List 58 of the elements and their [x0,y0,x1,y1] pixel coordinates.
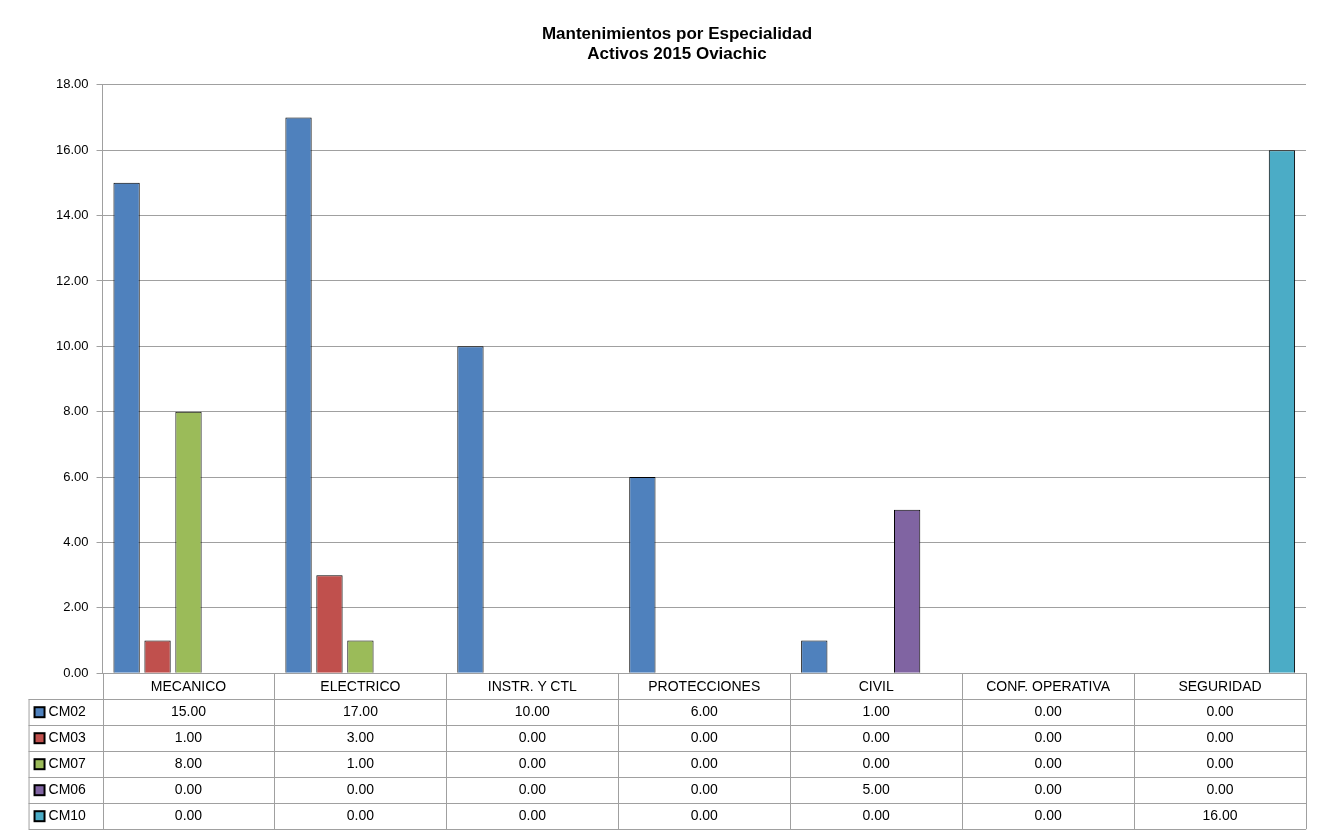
data-label: 0.00 [1034,703,1062,720]
data-label: 0.00 [518,729,547,746]
data-label: 0.00 [1034,755,1062,772]
data-label: 17.00 [342,703,379,720]
legend-label: CM06 [48,781,87,798]
y-tick-label: 12.00 [55,272,89,288]
data-label: 0.00 [346,781,375,798]
data-label: 0.00 [1206,729,1234,746]
x-tick-label: CIVIL [858,678,894,695]
data-label: 0.00 [1206,781,1234,798]
data-label: 3.00 [346,729,375,746]
data-label: 0.00 [174,807,203,824]
data-label: 1.00 [346,755,375,772]
chart-title: Mantenimientos por Especialidad Activos 2015 Oviachic [541,23,813,64]
x-tick-label: MECANICO [150,678,227,695]
y-tick-label: 10.00 [55,337,89,353]
legend-label: CM10 [48,807,87,824]
data-label: 10.00 [514,703,551,720]
x-tick-label: INSTR. Y CTL [487,678,578,695]
data-label: 0.00 [862,729,891,746]
data-label: 0.00 [1034,729,1062,746]
y-tick-label: 2.00 [63,599,89,615]
legend-label: CM03 [48,729,87,746]
data-label: 0.00 [518,781,547,798]
x-tick-label: CONF. OPERATIVA [986,678,1111,695]
data-label: 0.00 [346,807,375,824]
data-label: 0.00 [690,807,719,824]
data-label: 0.00 [862,807,891,824]
y-tick-label: 6.00 [63,468,89,484]
x-tick-label: PROTECCIONES [648,678,761,695]
y-tick-label: 8.00 [63,403,89,419]
y-tick-label: 14.00 [55,207,89,223]
data-label: 0.00 [1206,755,1234,772]
data-label: 0.00 [690,781,719,798]
y-tick-label: 0.00 [63,664,89,680]
data-label: 0.00 [174,781,203,798]
legend-label: CM07 [48,755,87,772]
y-tick-label: 18.00 [55,76,89,92]
data-label: 15.00 [170,703,207,720]
data-label: 8.00 [174,755,203,772]
y-tick-label: 16.00 [55,141,89,157]
data-label: 1.00 [862,703,891,720]
legend-label: CM02 [48,703,87,720]
data-label: 6.00 [690,703,719,720]
data-label: 0.00 [518,755,547,772]
data-label: 0.00 [1034,781,1062,798]
data-label: 16.00 [1202,807,1238,824]
x-tick-label: ELECTRICO [320,678,401,695]
data-label: 0.00 [1034,807,1062,824]
data-label: 0.00 [690,755,719,772]
y-tick-label: 4.00 [63,534,89,550]
x-tick-label: SEGURIDAD [1178,678,1262,695]
data-label: 0.00 [1206,703,1234,720]
data-label: 0.00 [518,807,547,824]
data-label: 5.00 [862,781,891,798]
data-label: 0.00 [862,755,891,772]
data-label: 1.00 [174,729,203,746]
data-label: 0.00 [690,729,719,746]
